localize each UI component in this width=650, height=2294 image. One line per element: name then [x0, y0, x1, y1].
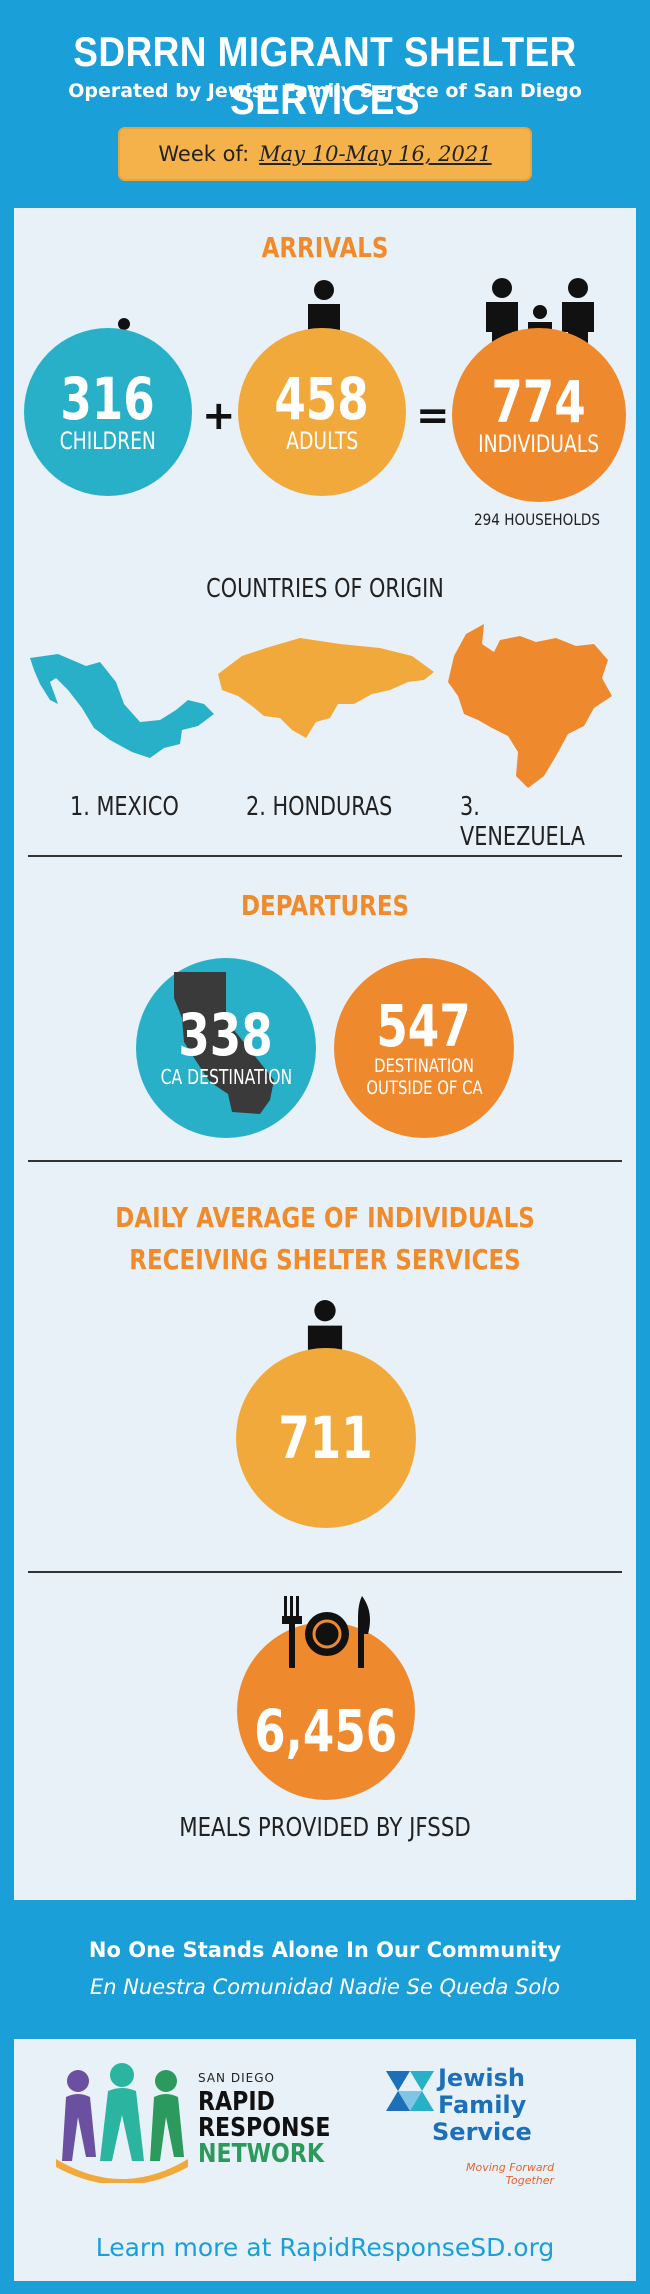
divider — [28, 1160, 622, 1162]
california-map-icon — [174, 972, 274, 1114]
divider — [28, 855, 622, 857]
adults-label: ADULTS — [285, 427, 359, 455]
week-dates: May 10-May 16, 2021 — [259, 142, 492, 166]
daily-average-circle: 711 — [236, 1348, 416, 1528]
departures-title: DEPARTURES — [240, 889, 410, 922]
tagline-english: No One Stands Alone In Our Community — [88, 1938, 562, 1962]
week-label: Week of: — [158, 142, 250, 166]
jfs-tagline: Moving Forward Together — [466, 2161, 554, 2187]
page-subtitle: Operated by Jewish Family Service of San… — [68, 80, 582, 102]
rrn-line-3: NETWORK — [198, 2139, 324, 2169]
rrn-line-1: RAPID — [198, 2087, 275, 2117]
learn-more-link[interactable]: Learn more at RapidResponseSD.org — [95, 2233, 555, 2262]
meals-value: 6,456 — [254, 1697, 398, 1765]
venezuela-map-icon — [448, 624, 612, 788]
outside-label-1: DESTINATION — [374, 1055, 474, 1077]
rrn-logo-icon — [56, 2063, 188, 2183]
outside-value: 547 — [376, 992, 472, 1060]
outside-label-2: OUTSIDE OF CA — [365, 1077, 483, 1099]
ca-value: 338 — [178, 1001, 274, 1069]
adults-circle: 458 ADULTS — [238, 328, 406, 496]
jfs-tagline-2: Together — [505, 2174, 555, 2187]
jfs-tagline-1: Moving Forward — [466, 2161, 555, 2174]
jfs-line-1: Jewish — [438, 2064, 525, 2092]
week-badge: Week of: May 10-May 16, 2021 — [118, 127, 532, 181]
jfs-logo-icon — [386, 2071, 434, 2111]
individuals-value: 774 — [491, 368, 587, 436]
equals-sign: = — [416, 393, 450, 439]
country-honduras: 2. HONDURAS — [246, 792, 393, 822]
children-circle: 316 CHILDREN — [24, 328, 192, 496]
children-label: CHILDREN — [59, 427, 157, 455]
adults-value: 458 — [274, 365, 370, 433]
individuals-label: INDIVIDUALS — [478, 430, 600, 458]
country-mexico: 1. MEXICO — [70, 792, 179, 822]
meals-label: MEALS PROVIDED BY JFSSD — [179, 1813, 471, 1843]
main-panel: ARRIVALS 316 CHILDREN + 458 ADULTS = — [14, 208, 636, 1900]
children-value: 316 — [60, 365, 156, 433]
countries-title: COUNTRIES OF ORIGIN — [206, 574, 444, 604]
page-title: SDRRN MIGRANT SHELTER SERVICES — [73, 28, 577, 123]
mexico-map-icon — [30, 654, 214, 758]
daily-title-line-2: RECEIVING SHELTER SERVICES — [129, 1243, 521, 1276]
jfs-line-3: Service — [432, 2118, 532, 2146]
ca-label: CA DESTINATION — [160, 1065, 292, 1089]
meals-circle: 6,456 — [237, 1622, 415, 1800]
households-count: 294 HOUSEHOLDS — [474, 510, 601, 529]
arrivals-title: ARRIVALS — [261, 231, 389, 264]
divider — [28, 1571, 622, 1573]
country-venezuela: 3. VENEZUELA — [460, 792, 585, 852]
footer-panel: SAN DIEGO RAPID RESPONSE NETWORK Jewish … — [14, 2039, 636, 2281]
jfs-line-2: Family — [438, 2091, 527, 2119]
individuals-circle: 774 INDIVIDUALS — [452, 328, 626, 502]
plus-sign: + — [202, 393, 236, 439]
daily-value: 711 — [278, 1404, 374, 1472]
plate-utensils-icon — [282, 1596, 370, 1668]
honduras-map-icon — [218, 638, 434, 738]
rrn-line-2: RESPONSE — [198, 2113, 331, 2143]
outside-ca-circle: 547 DESTINATION OUTSIDE OF CA — [334, 958, 514, 1138]
tagline-spanish: En Nuestra Comunidad Nadie Se Queda Solo — [90, 1975, 560, 1999]
ca-destination-circle: 338 CA DESTINATION — [136, 958, 316, 1138]
daily-title-line-1: DAILY AVERAGE OF INDIVIDUALS — [115, 1201, 535, 1234]
rrn-small-label: SAN DIEGO — [198, 2071, 275, 2085]
